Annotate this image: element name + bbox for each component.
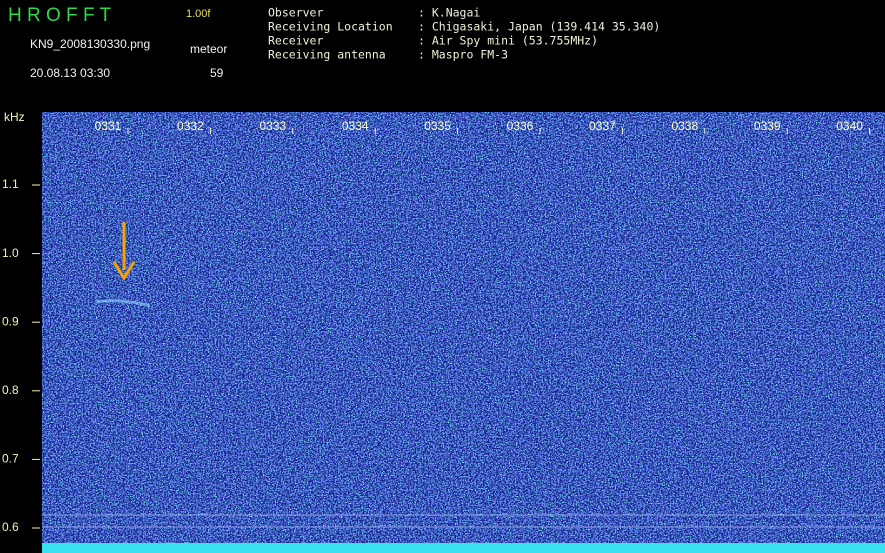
info-label: Receiving antenna <box>268 48 386 62</box>
x-label: 0337 <box>589 119 616 133</box>
filename: KN9_2008130330.png <box>30 37 150 51</box>
x-label: 0340 <box>836 119 863 133</box>
x-label: 0335 <box>424 119 451 133</box>
y-label: 1.1 <box>2 177 19 191</box>
info-value: : Air Spy mini (53.755MHz) <box>418 34 598 48</box>
meteor-echo <box>95 299 151 308</box>
info-label: Receiver <box>268 34 323 48</box>
info-label: Receiving Location <box>268 20 393 34</box>
count-label: meteor <box>190 42 227 56</box>
x-label: 0333 <box>259 119 286 133</box>
x-label: 0339 <box>754 119 781 133</box>
x-label: 0331 <box>95 119 122 133</box>
version: 1.00f <box>186 8 211 20</box>
x-label: 0336 <box>507 119 534 133</box>
info-value: : Chigasaki, Japan (139.414 35.340) <box>418 20 660 34</box>
count: 59 <box>210 66 224 80</box>
y-label: 0.6 <box>2 520 19 534</box>
info-value: : Maspro FM-3 <box>418 48 508 62</box>
x-label: 0338 <box>671 119 698 133</box>
y-label: 0.9 <box>2 314 19 328</box>
x-label: 0332 <box>177 119 204 133</box>
bottom-band <box>42 543 885 553</box>
y-label: 0.8 <box>2 383 19 397</box>
datetime: 20.08.13 03:30 <box>30 66 110 80</box>
y-label: 0.7 <box>2 452 19 466</box>
arrow <box>112 222 136 281</box>
x-label: 0334 <box>342 119 369 133</box>
info-label: Observer <box>268 6 323 20</box>
app-name: H R O F F T <box>8 5 111 26</box>
y-unit: kHz <box>4 110 25 124</box>
spectrogram-speckle <box>42 112 885 553</box>
y-label: 1.0 <box>2 246 19 260</box>
info-value: : K.Nagai <box>418 6 480 20</box>
